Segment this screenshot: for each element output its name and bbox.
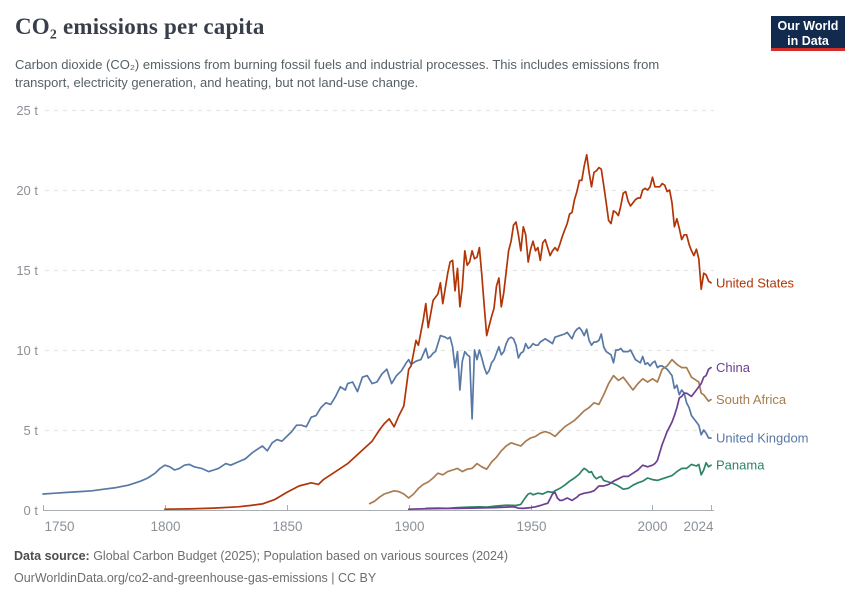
y-tick-label: 5 t (24, 423, 39, 438)
x-tick-label: 1950 (516, 519, 546, 534)
series-line-united-kingdom[interactable] (42, 326, 712, 495)
series-line-south-africa[interactable] (368, 358, 712, 505)
y-tick-label: 25 t (16, 103, 38, 118)
series-label-china[interactable]: China (716, 360, 751, 375)
chart-subtitle-line-1: Carbon dioxide (CO₂) emissions from burn… (15, 57, 660, 72)
x-tick-label: 1900 (394, 519, 424, 534)
chart-subtitle: Carbon dioxide (CO₂) emissions from burn… (15, 56, 659, 92)
chart-title: CO₂ emissions per capita (15, 14, 265, 39)
footer-citation-link: OurWorldinData.org/co2-and-greenhouse-ga… (14, 571, 377, 585)
y-tick-label: 0 t (24, 503, 39, 518)
series-line-china[interactable] (407, 366, 712, 511)
y-tick-label: 15 t (16, 263, 38, 278)
x-tick-label: 1750 (45, 519, 75, 534)
y-tick-label: 10 t (16, 343, 38, 358)
owid-logo[interactable]: Our World in Data (771, 16, 845, 51)
x-tick-label: 1800 (150, 519, 180, 534)
y-tick-label: 20 t (16, 183, 38, 198)
series-label-panama[interactable]: Panama (716, 458, 765, 473)
series-line-united-states[interactable] (164, 153, 712, 511)
series-label-south-africa[interactable]: South Africa (716, 392, 787, 407)
x-tick-label: 1850 (272, 519, 302, 534)
chart-subtitle-line-2: transport, electricity generation, and h… (15, 75, 419, 90)
series-label-united-kingdom[interactable]: United Kingdom (716, 431, 809, 446)
series-line-panama[interactable] (424, 461, 712, 510)
chart-footer: Data source: Global Carbon Budget (2025)… (14, 545, 508, 589)
series-label-united-states[interactable]: United States (716, 275, 795, 290)
data-source-label: Data source: (14, 549, 90, 563)
x-tick-label: 2024 (683, 519, 714, 534)
owid-logo-line-2: in Data (787, 34, 829, 48)
x-tick-label: 2000 (637, 519, 667, 534)
owid-logo-line-1: Our World (777, 19, 839, 33)
data-source-line: Data source: Global Carbon Budget (2025)… (14, 545, 508, 567)
data-source-text: Global Carbon Budget (2025); Population … (89, 549, 509, 563)
